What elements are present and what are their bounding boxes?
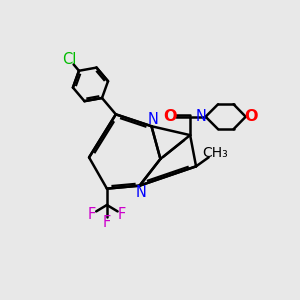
Text: F: F — [88, 207, 96, 222]
Text: N: N — [196, 109, 207, 124]
Text: F: F — [118, 207, 126, 222]
Text: O: O — [244, 109, 258, 124]
Text: O: O — [163, 109, 177, 124]
Text: N: N — [135, 185, 146, 200]
Text: F: F — [103, 215, 111, 230]
Text: Cl: Cl — [62, 52, 76, 67]
Text: N: N — [147, 112, 158, 127]
Text: CH₃: CH₃ — [202, 146, 228, 160]
